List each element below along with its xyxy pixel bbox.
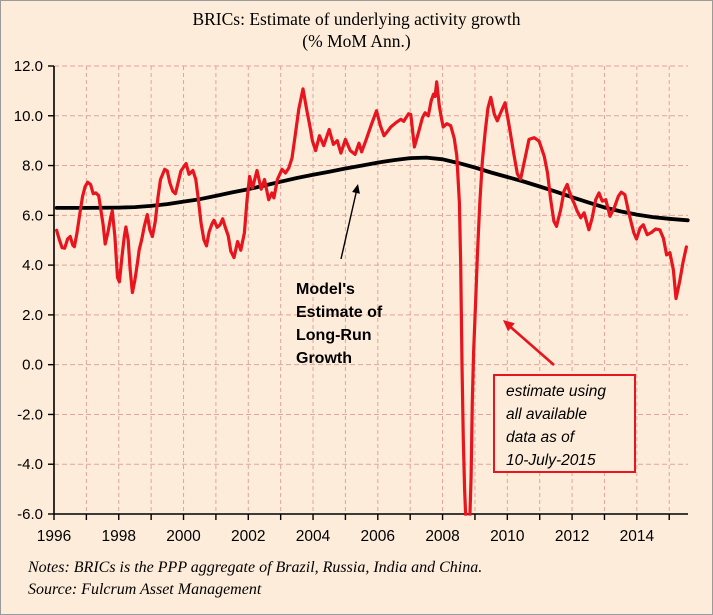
- long-run-growth-annotation: Model's Estimate of Long-Run Growth: [296, 281, 383, 367]
- chart-subtitle: (% MoM Ann.): [302, 31, 411, 51]
- black-arrow-head: [352, 184, 360, 194]
- red-arrow-head: [503, 320, 515, 332]
- x-tick-label: 2006: [361, 528, 395, 545]
- estimate-annotation-arrow: [503, 320, 555, 366]
- black-arrow-shaft: [340, 190, 358, 260]
- x-tick-label: 2004: [296, 528, 331, 545]
- notes-text: Notes: BRICs is the PPP aggregate of Bra…: [28, 559, 483, 576]
- x-tick-label: 1996: [37, 528, 71, 545]
- source-text: Source: Fulcrum Asset Management: [28, 581, 262, 598]
- axes: [48, 65, 688, 520]
- y-tick-label: 4.0: [22, 257, 43, 274]
- estimate-line: [54, 80, 689, 516]
- y-tick-label: 0.0: [22, 357, 43, 374]
- long-run-growth-line: [54, 155, 690, 223]
- y-tick-label: 8.0: [22, 158, 43, 175]
- x-tick-label: 2002: [231, 528, 265, 545]
- x-tick-label: 1998: [102, 528, 136, 545]
- x-tick-label: 2000: [166, 528, 201, 545]
- y-tick-label: -2.0: [17, 406, 43, 423]
- x-tick-labels: 1996 1998 2000 2002 2004 2006 2008 2010 2012 2014: [37, 528, 655, 545]
- estimate-annotation-box: estimate using all available data as of …: [493, 374, 636, 473]
- y-tick-label: 12.0: [14, 58, 43, 75]
- y-tick-label: -4.0: [17, 456, 43, 473]
- y-tick-label: 2.0: [22, 307, 43, 324]
- x-tick-label: 2008: [425, 528, 459, 545]
- y-tick-label: 10.0: [14, 108, 43, 125]
- y-tick-labels: 12.0 10.0 8.0 6.0 4.0 2.0 0.0 -2.0 -4.0 -6.0: [14, 58, 43, 523]
- y-tick-label: 6.0: [22, 207, 43, 224]
- model-annotation-arrow: [340, 184, 360, 260]
- x-tick-label: 2014: [620, 528, 655, 545]
- chart-title: BRICs: Estimate of underlying activity g…: [192, 9, 521, 29]
- y-tick-label: -6.0: [17, 506, 43, 523]
- x-tick-label: 2012: [555, 528, 589, 545]
- red-arrow-shaft: [509, 325, 555, 366]
- x-tick-label: 2010: [490, 528, 525, 545]
